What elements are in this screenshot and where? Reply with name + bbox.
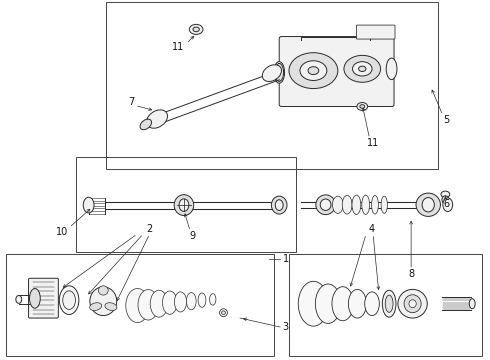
Ellipse shape — [362, 195, 369, 215]
Ellipse shape — [332, 287, 353, 321]
Ellipse shape — [29, 288, 40, 308]
Ellipse shape — [359, 66, 366, 72]
Ellipse shape — [198, 293, 206, 307]
Ellipse shape — [308, 67, 319, 75]
Ellipse shape — [342, 195, 352, 214]
Ellipse shape — [189, 24, 203, 35]
Bar — [289, 253, 482, 356]
FancyBboxPatch shape — [28, 278, 58, 318]
Ellipse shape — [344, 55, 381, 82]
Ellipse shape — [138, 289, 159, 320]
Ellipse shape — [179, 199, 189, 211]
Ellipse shape — [404, 295, 421, 313]
Ellipse shape — [365, 292, 379, 316]
Ellipse shape — [416, 193, 441, 216]
Ellipse shape — [398, 289, 427, 318]
Ellipse shape — [298, 281, 329, 326]
Text: 11: 11 — [172, 42, 184, 52]
Text: 6: 6 — [443, 199, 449, 210]
Ellipse shape — [83, 197, 94, 213]
Ellipse shape — [348, 289, 367, 318]
Ellipse shape — [352, 62, 372, 76]
Ellipse shape — [360, 105, 365, 108]
Ellipse shape — [289, 53, 338, 89]
Ellipse shape — [90, 303, 102, 310]
FancyBboxPatch shape — [356, 25, 395, 39]
Text: 4: 4 — [369, 225, 375, 234]
Ellipse shape — [162, 291, 177, 314]
Bar — [106, 3, 438, 169]
Ellipse shape — [352, 195, 361, 215]
Ellipse shape — [262, 65, 281, 81]
Text: 8: 8 — [408, 269, 414, 279]
Ellipse shape — [469, 299, 475, 309]
Ellipse shape — [193, 27, 199, 32]
Ellipse shape — [371, 195, 378, 214]
Ellipse shape — [300, 61, 327, 81]
Ellipse shape — [274, 62, 285, 83]
Ellipse shape — [90, 287, 117, 316]
Ellipse shape — [443, 198, 453, 212]
Ellipse shape — [316, 195, 335, 215]
Ellipse shape — [16, 296, 22, 303]
Ellipse shape — [385, 295, 393, 312]
Ellipse shape — [105, 303, 117, 310]
Ellipse shape — [140, 119, 151, 130]
Ellipse shape — [147, 110, 168, 128]
Ellipse shape — [422, 198, 434, 212]
Ellipse shape — [174, 195, 194, 216]
Ellipse shape — [386, 58, 397, 80]
Ellipse shape — [271, 196, 287, 214]
Ellipse shape — [63, 291, 75, 310]
Ellipse shape — [381, 196, 388, 213]
Ellipse shape — [174, 292, 187, 312]
Ellipse shape — [59, 286, 79, 315]
Ellipse shape — [221, 311, 225, 315]
Ellipse shape — [186, 293, 196, 310]
Ellipse shape — [357, 103, 368, 111]
Ellipse shape — [441, 191, 450, 198]
Text: 3: 3 — [283, 322, 289, 332]
Text: 1: 1 — [283, 254, 289, 264]
Ellipse shape — [320, 199, 331, 211]
Ellipse shape — [409, 300, 416, 308]
Ellipse shape — [332, 196, 343, 213]
Text: 11: 11 — [367, 138, 379, 148]
Ellipse shape — [442, 196, 449, 204]
Bar — [5, 253, 274, 356]
Ellipse shape — [275, 63, 284, 81]
Ellipse shape — [316, 284, 341, 323]
FancyBboxPatch shape — [279, 37, 394, 107]
Ellipse shape — [382, 290, 396, 317]
Text: 7: 7 — [128, 97, 135, 107]
Bar — [76, 157, 296, 252]
Text: 2: 2 — [147, 225, 153, 234]
Text: 9: 9 — [190, 231, 196, 240]
Ellipse shape — [150, 290, 168, 317]
Ellipse shape — [220, 309, 227, 317]
Ellipse shape — [126, 288, 149, 323]
Text: 5: 5 — [443, 115, 449, 125]
Ellipse shape — [275, 200, 283, 211]
Ellipse shape — [98, 286, 108, 295]
Text: 10: 10 — [56, 227, 68, 237]
Ellipse shape — [210, 294, 216, 305]
